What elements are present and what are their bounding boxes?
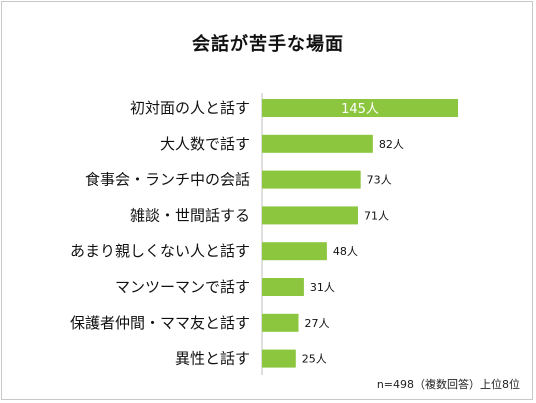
bar bbox=[262, 134, 373, 153]
category-label: 雑談・世間話する bbox=[130, 206, 250, 224]
category-label: 初対面の人と話す bbox=[130, 99, 250, 117]
category-label: あまり親しくない人と話す bbox=[70, 242, 250, 260]
bar bbox=[262, 206, 358, 225]
bar bbox=[262, 242, 327, 261]
value-label: 31人 bbox=[310, 281, 335, 294]
value-label: 145人 bbox=[341, 102, 379, 117]
category-label: 大人数で話す bbox=[160, 135, 250, 153]
bar bbox=[262, 278, 304, 296]
category-label: 食事会・ランチ中の会話 bbox=[85, 171, 250, 189]
bar bbox=[262, 313, 299, 332]
chart-title: 会話が苦手な場面 bbox=[192, 34, 344, 55]
value-label: 48人 bbox=[333, 245, 358, 258]
bar bbox=[262, 99, 458, 117]
value-label: 71人 bbox=[364, 209, 389, 222]
category-label: 保護者仲間・ママ友と話す bbox=[70, 314, 250, 332]
bar bbox=[262, 170, 361, 189]
category-label: マンツーマンで話す bbox=[115, 278, 250, 296]
value-label: 73人 bbox=[367, 174, 392, 187]
category-label: 異性と話す bbox=[175, 350, 250, 368]
value-label: 27人 bbox=[304, 317, 329, 330]
value-label: 25人 bbox=[302, 353, 327, 366]
bar bbox=[262, 349, 296, 368]
value-label: 82人 bbox=[379, 138, 404, 151]
sample-note: n=498（複数回答）上位8位 bbox=[376, 378, 520, 391]
